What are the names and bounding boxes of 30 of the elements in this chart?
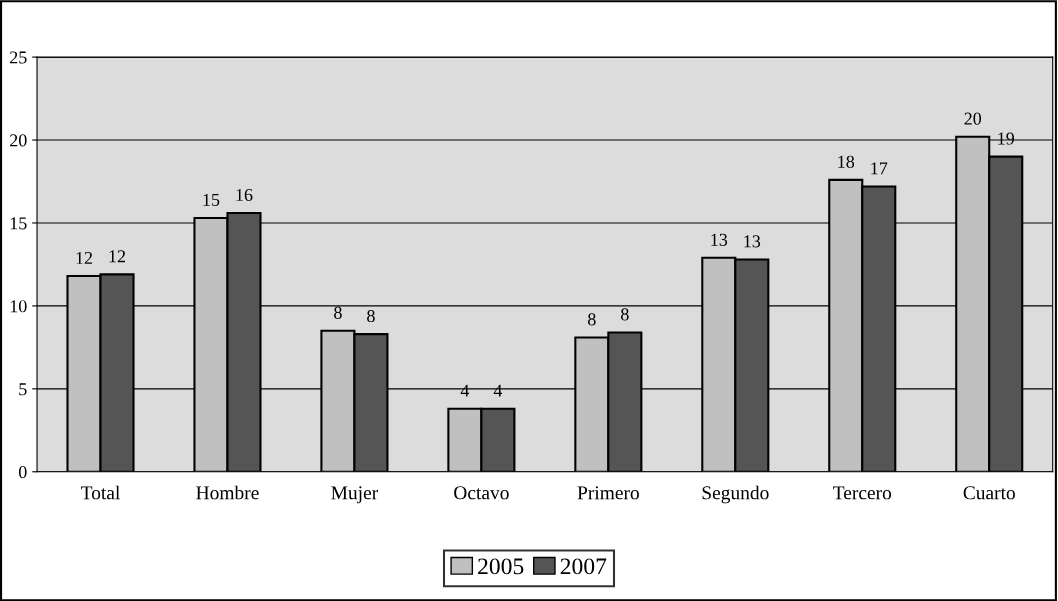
data-label: 12: [109, 250, 126, 263]
data-label: 8: [334, 306, 342, 319]
data-label: 17: [871, 162, 888, 175]
data-label: 12: [76, 251, 93, 264]
data-label: 19: [998, 132, 1015, 145]
data-label: 8: [621, 308, 629, 321]
x-tick-label: Octavo: [454, 486, 509, 500]
x-tick-label: Primero: [577, 486, 639, 500]
legend-label: 2005: [478, 558, 524, 575]
y-tick-label: 20: [10, 134, 27, 147]
data-label: 15: [203, 193, 220, 206]
x-tick-label: Mujer: [331, 486, 379, 504]
x-tick-label: Hombre: [196, 485, 259, 500]
x-tick-label: Segundo: [702, 485, 769, 504]
x-tick-label: Total: [81, 485, 120, 500]
y-tick-label: 5: [19, 383, 27, 396]
data-label: 20: [964, 112, 982, 125]
y-tick-label: 15: [10, 217, 27, 230]
x-tick-label: Cuarto: [963, 486, 1015, 500]
y-tick-label: 25: [10, 51, 27, 64]
y-tick-label: 10: [10, 300, 27, 313]
data-label: 8: [588, 313, 596, 326]
data-label: 18: [838, 155, 855, 168]
y-tick-label: 0: [18, 466, 27, 479]
data-label: 13: [711, 233, 728, 246]
x-tick-label: Tercero: [833, 486, 892, 500]
data-label: 8: [367, 309, 375, 323]
legend-label: 2007: [560, 558, 607, 575]
data-label: 13: [744, 235, 761, 248]
data-label: 16: [236, 188, 253, 202]
